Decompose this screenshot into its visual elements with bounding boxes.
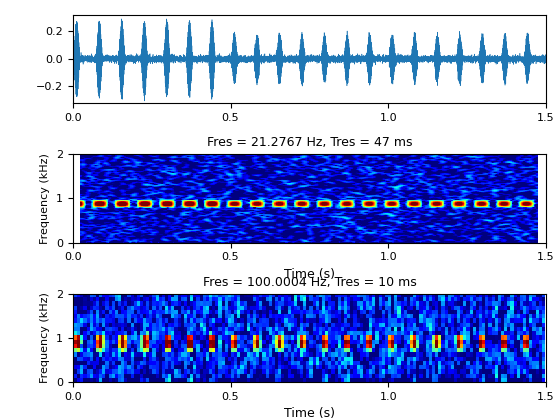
Y-axis label: Frequency (kHz): Frequency (kHz) xyxy=(40,293,50,383)
Title: Fres = 100.0004 Hz, Tres = 10 ms: Fres = 100.0004 Hz, Tres = 10 ms xyxy=(203,276,416,289)
X-axis label: Time (s): Time (s) xyxy=(284,407,335,420)
Title: Fres = 21.2767 Hz, Tres = 47 ms: Fres = 21.2767 Hz, Tres = 47 ms xyxy=(207,136,412,149)
Y-axis label: Frequency (kHz): Frequency (kHz) xyxy=(40,153,50,244)
X-axis label: Time (s): Time (s) xyxy=(284,268,335,281)
